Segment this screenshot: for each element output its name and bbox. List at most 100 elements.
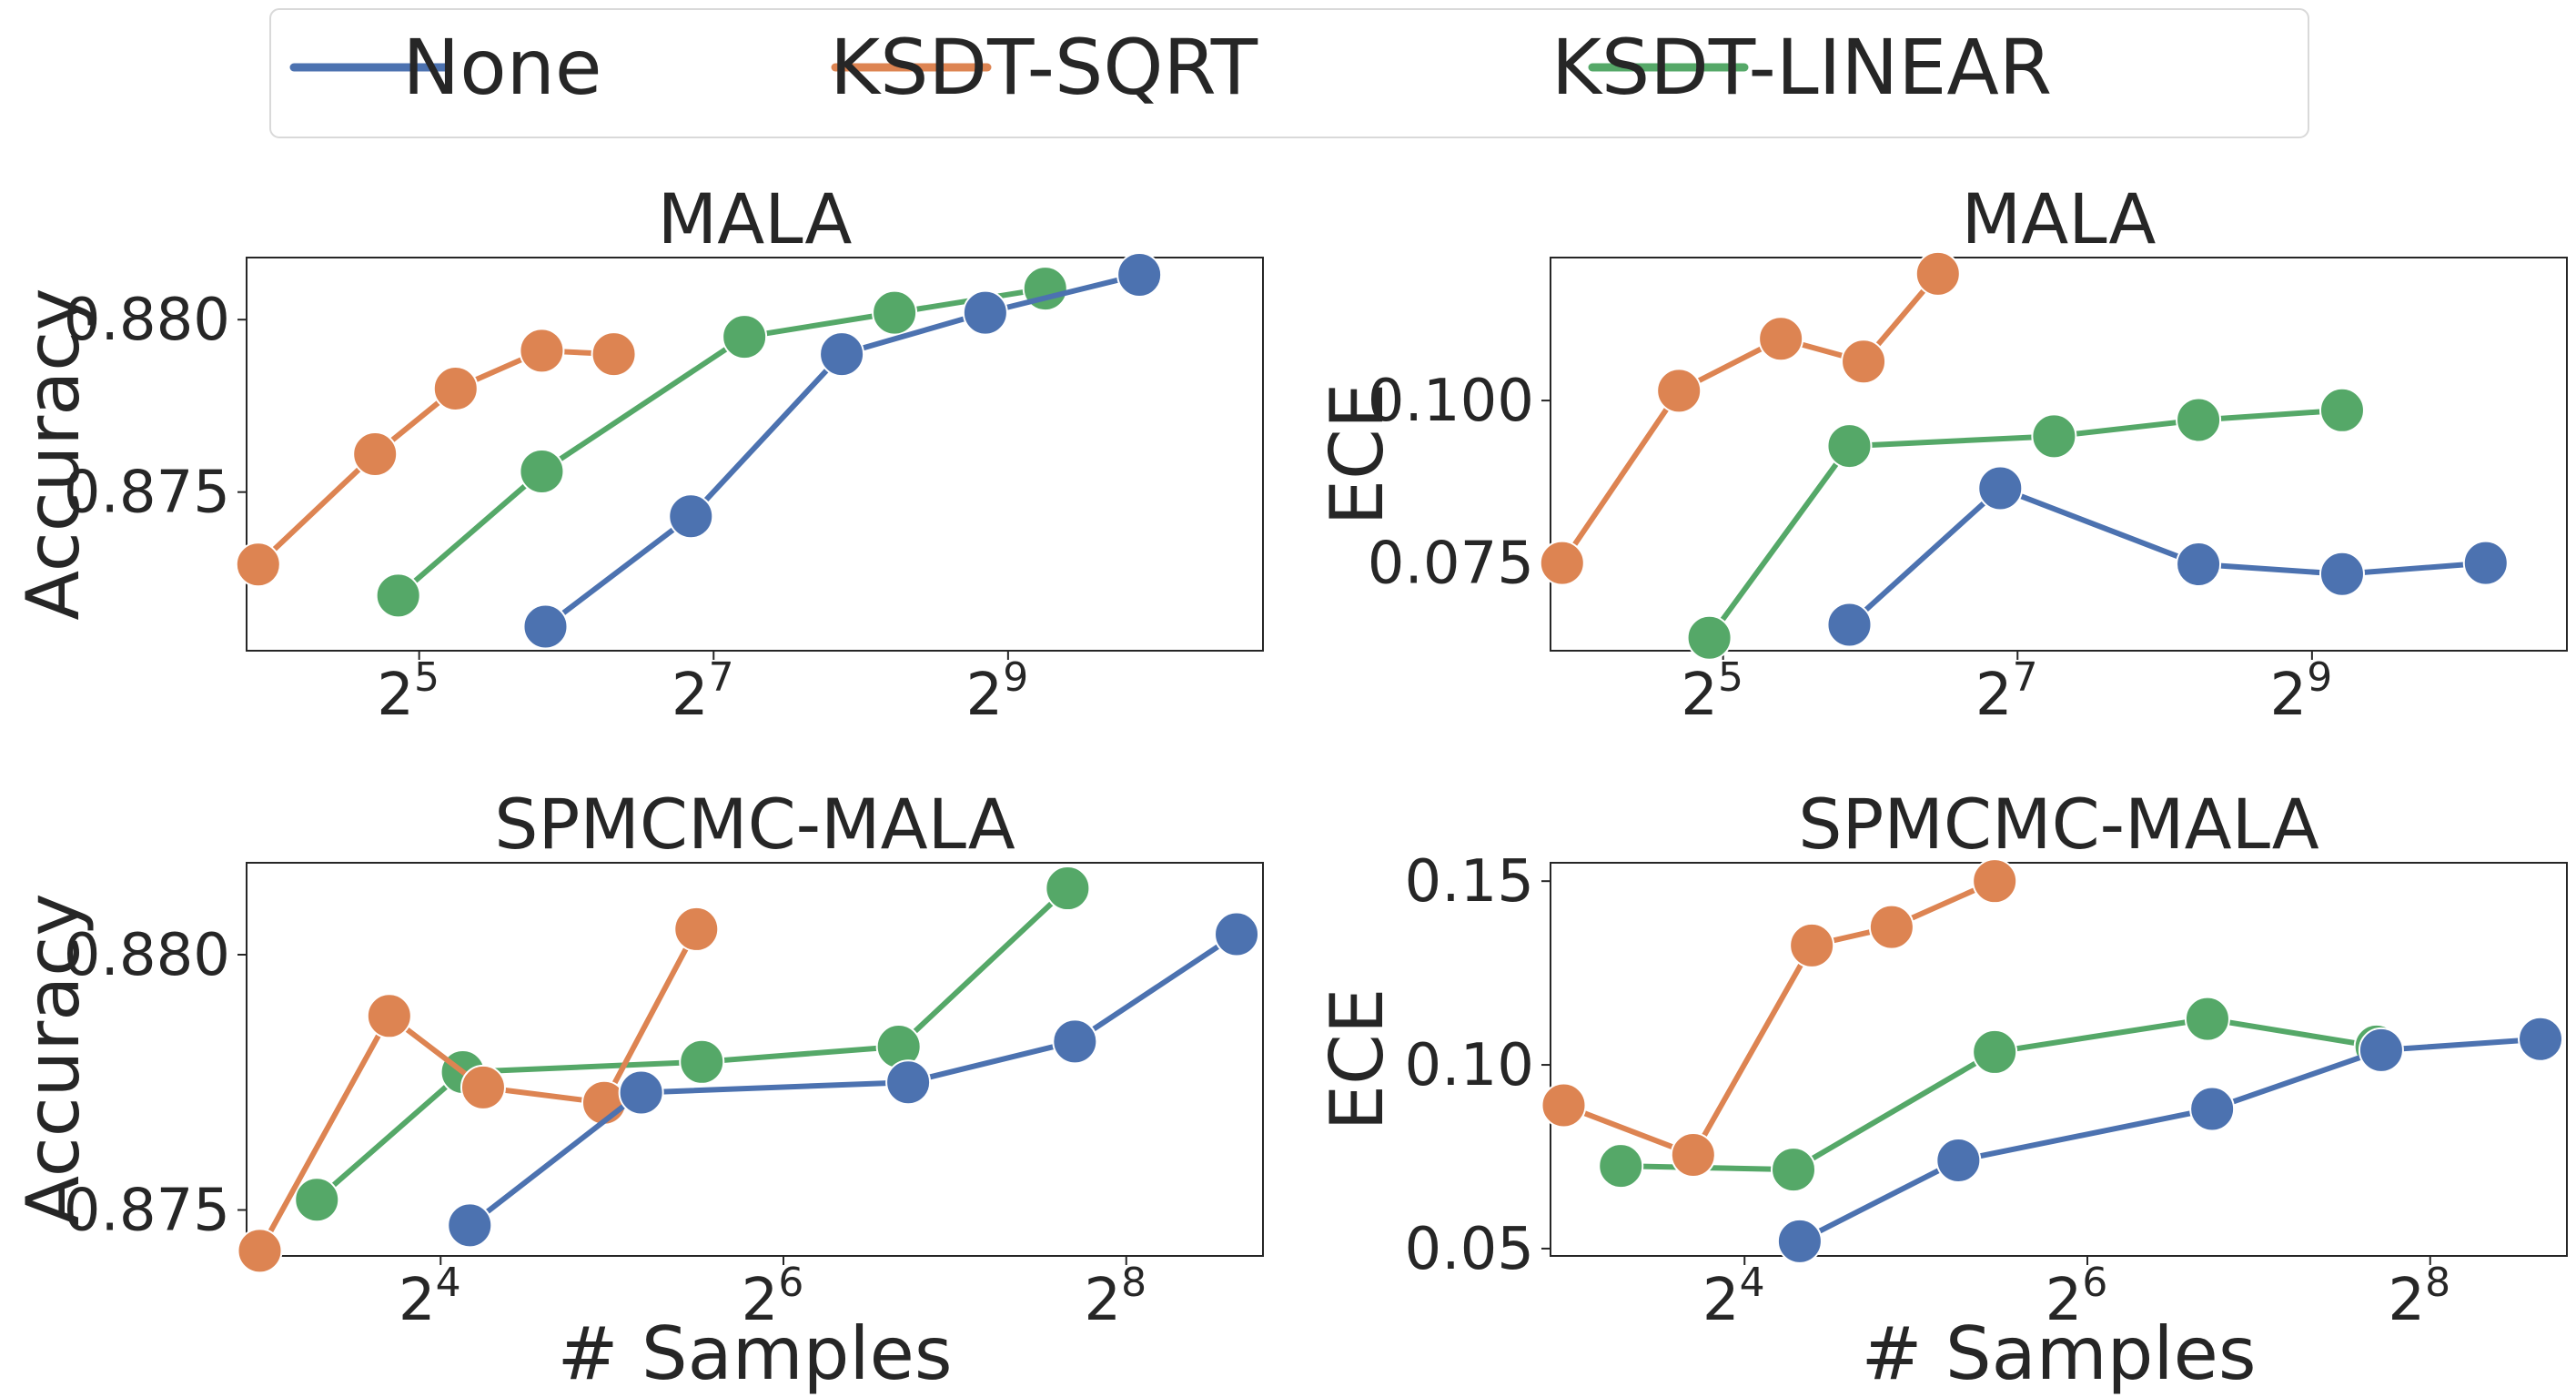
data-point-ksdt-sqrt-3-4 xyxy=(1972,858,2018,905)
series-none-1 xyxy=(1826,465,2509,648)
data-point-none-3-3 xyxy=(2358,1027,2404,1073)
legend: None KSDT-SQRT KSDT-LINEAR xyxy=(269,8,2309,138)
x-axis-label-3: # Samples xyxy=(1861,1311,2256,1396)
x-tick-base: 2 xyxy=(966,662,1004,729)
series-ksdt-linear-1 xyxy=(1686,387,2365,661)
x-tick-base: 2 xyxy=(742,1267,779,1334)
series-none-3 xyxy=(1776,1016,2564,1264)
data-point-ksdt-linear-3-3 xyxy=(2184,996,2230,1042)
panel-title-3: SPMCMC-MALA xyxy=(1798,784,2318,865)
x-tick-label-3-1: 26 xyxy=(2046,1260,2108,1334)
panel-title-2: SPMCMC-MALA xyxy=(494,784,1015,865)
data-point-ksdt-sqrt-1-3 xyxy=(1841,339,1887,385)
x-tick-label-3-0: 24 xyxy=(1702,1260,1765,1334)
x-tick-exponent: 6 xyxy=(778,1260,803,1306)
x-tick-exponent: 9 xyxy=(1003,654,1028,701)
x-tick-exponent: 9 xyxy=(2307,654,2332,701)
data-point-ksdt-sqrt-2-2 xyxy=(460,1064,506,1110)
data-point-ksdt-linear-1-3 xyxy=(2176,397,2222,443)
data-point-none-0-0 xyxy=(522,603,569,650)
x-tick-base: 2 xyxy=(399,1267,436,1334)
x-tick-label-0-2: 29 xyxy=(966,654,1029,729)
data-point-none-0-1 xyxy=(668,493,714,540)
y-tick-label-2-0: 0.875 xyxy=(64,1178,230,1245)
x-tick-base: 2 xyxy=(672,662,709,729)
y-tick-label-2-1: 0.880 xyxy=(64,922,230,989)
y-axis-label-0: Accuracy xyxy=(11,288,96,620)
legend-label-1: KSDT-SQRT xyxy=(830,23,1258,112)
data-point-ksdt-linear-0-0 xyxy=(375,572,421,619)
x-tick-label-1-2: 29 xyxy=(2270,654,2333,729)
data-point-ksdt-linear-1-1 xyxy=(1826,423,1873,470)
data-point-ksdt-linear-0-1 xyxy=(519,448,565,494)
data-point-ksdt-linear-1-2 xyxy=(2031,413,2077,460)
data-point-ksdt-sqrt-0-0 xyxy=(235,542,281,588)
data-point-none-2-0 xyxy=(447,1202,493,1249)
data-point-ksdt-sqrt-3-1 xyxy=(1670,1131,1716,1178)
x-tick-base: 2 xyxy=(1975,662,2013,729)
y-tick-label-3-0: 0.05 xyxy=(1405,1216,1535,1283)
data-point-none-0-3 xyxy=(962,289,1008,336)
data-point-ksdt-sqrt-1-2 xyxy=(1758,316,1804,362)
data-point-ksdt-linear-2-4 xyxy=(1045,866,1091,912)
data-point-ksdt-linear-3-1 xyxy=(1771,1147,1817,1193)
panel-3: SPMCMC-MALA ECE # Samples 0.05 0.10 0.15 24 26 2… xyxy=(1315,784,2568,1396)
y-axis-label-3: ECE xyxy=(1315,988,1399,1131)
data-point-ksdt-sqrt-1-4 xyxy=(1914,250,1961,297)
data-point-none-2-2 xyxy=(885,1059,932,1106)
x-tick-label-2-1: 26 xyxy=(742,1260,804,1334)
legend-frame xyxy=(269,8,2309,138)
data-point-ksdt-linear-1-4 xyxy=(2318,387,2365,433)
x-tick-exponent: 8 xyxy=(2425,1260,2450,1306)
series-none-2 xyxy=(447,911,1260,1249)
x-tick-exponent: 7 xyxy=(2013,654,2038,701)
data-point-none-2-1 xyxy=(618,1069,664,1116)
data-point-ksdt-sqrt-3-3 xyxy=(1868,904,1914,950)
data-point-ksdt-linear-0-2 xyxy=(722,314,768,360)
data-point-ksdt-sqrt-0-4 xyxy=(591,331,637,378)
x-tick-label-3-2: 28 xyxy=(2388,1260,2450,1334)
data-point-ksdt-sqrt-2-0 xyxy=(237,1228,283,1274)
data-point-none-1-2 xyxy=(2176,542,2222,588)
legend-label-0: None xyxy=(402,23,601,112)
y-tick-label-3-2: 0.15 xyxy=(1405,848,1535,916)
y-tick-label-3-1: 0.10 xyxy=(1405,1032,1535,1099)
x-tick-label-1-0: 25 xyxy=(1681,654,1743,729)
y-tick-label-1-1: 0.100 xyxy=(1368,368,1534,435)
data-point-ksdt-sqrt-0-3 xyxy=(519,328,565,374)
x-tick-exponent: 5 xyxy=(414,654,439,701)
data-point-none-1-3 xyxy=(2318,551,2365,597)
data-point-ksdt-sqrt-0-1 xyxy=(352,431,399,477)
data-point-ksdt-linear-2-2 xyxy=(679,1038,725,1085)
data-point-none-3-0 xyxy=(1776,1218,1823,1264)
y-tick-label-0-1: 0.880 xyxy=(64,287,230,354)
y-tick-label-0-0: 0.875 xyxy=(64,460,230,527)
x-tick-label-0-1: 27 xyxy=(672,654,734,729)
panel-title-0: MALA xyxy=(658,178,853,259)
x-tick-label-2-2: 28 xyxy=(1084,1260,1147,1334)
x-tick-exponent: 4 xyxy=(436,1260,461,1306)
data-point-ksdt-linear-0-3 xyxy=(872,289,918,336)
data-point-none-3-1 xyxy=(1935,1138,1982,1184)
data-point-none-1-1 xyxy=(1977,465,2024,511)
data-point-none-3-2 xyxy=(2189,1086,2236,1132)
data-point-none-0-4 xyxy=(1116,251,1163,298)
data-point-none-3-4 xyxy=(2518,1016,2564,1062)
data-point-none-2-4 xyxy=(1214,911,1260,957)
x-tick-label-2-0: 24 xyxy=(399,1260,461,1334)
x-tick-exponent: 4 xyxy=(1740,1260,1765,1306)
x-tick-label-0-0: 25 xyxy=(377,654,439,729)
data-point-ksdt-linear-3-0 xyxy=(1598,1143,1644,1189)
data-point-ksdt-sqrt-3-2 xyxy=(1789,922,1835,968)
series-ksdt-sqrt-0 xyxy=(235,328,637,588)
x-tick-exponent: 6 xyxy=(2082,1260,2107,1306)
x-tick-exponent: 5 xyxy=(1718,654,1743,701)
x-tick-base: 2 xyxy=(1681,662,1718,729)
axes-frame-3 xyxy=(1550,862,2568,1257)
data-point-ksdt-linear-1-0 xyxy=(1686,614,1732,661)
x-tick-base: 2 xyxy=(1084,1267,1121,1334)
